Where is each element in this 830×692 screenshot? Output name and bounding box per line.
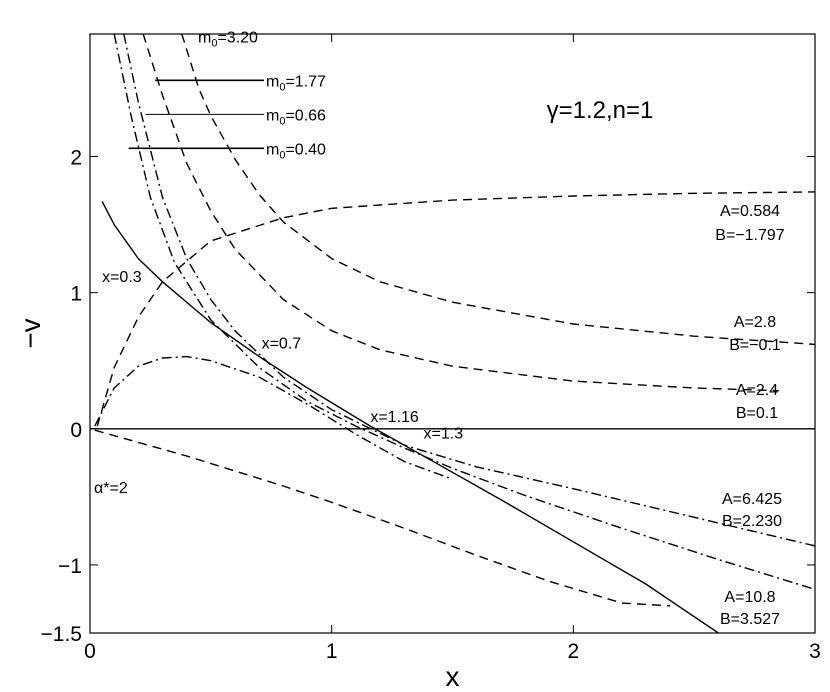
- point-label: x=0.3: [102, 269, 142, 286]
- point-label: x=1.3: [424, 425, 464, 442]
- mass-label: m0=3.20: [198, 30, 258, 50]
- series-label-a: A=2.8: [734, 314, 776, 331]
- series-label-b: B=0.1: [736, 405, 778, 422]
- series-label-a: A=0.584: [720, 203, 780, 220]
- mass-label: m0=0.40: [266, 141, 326, 161]
- y-axis-label: −v: [15, 318, 46, 348]
- alpha-label: α*=2: [94, 480, 128, 497]
- y-tick-label: 1: [70, 283, 82, 306]
- mass-label: m0=1.77: [266, 73, 326, 93]
- x-tick-label: 0: [84, 640, 96, 663]
- series-line-0: [96, 191, 815, 427]
- series-line-2: [142, 34, 779, 392]
- x-tick-label: 2: [567, 640, 579, 663]
- point-label: x=0.7: [262, 336, 302, 353]
- series-label-b: B=3.527: [720, 611, 780, 628]
- series-line-7: [101, 201, 719, 633]
- plot-frame: [89, 33, 816, 634]
- y-tick-label: 0: [70, 419, 82, 442]
- series-label-b: B=2.230: [722, 513, 782, 530]
- series-label-b: B=−0.1: [729, 337, 781, 354]
- series-label-a: A=2.4: [736, 382, 778, 399]
- x-tick-label: 1: [326, 640, 338, 663]
- series-label-a: A=6.425: [722, 491, 782, 508]
- series-line-1: [181, 34, 815, 346]
- series-line-4: [94, 429, 671, 607]
- y-tick-label: 2: [70, 147, 82, 170]
- x-axis-label: x: [446, 661, 460, 692]
- series-label-b: B=−1.797: [715, 227, 785, 244]
- point-label: x=1.16: [370, 409, 419, 426]
- x-tick-label: 3: [809, 640, 821, 663]
- series-line-3: [123, 34, 815, 547]
- series-label-a: A=10.8: [724, 589, 775, 606]
- y-tick-label: −1.5: [41, 623, 82, 646]
- series-group: [90, 34, 815, 633]
- y-tick-label: −1: [58, 555, 82, 578]
- series-line-5: [113, 34, 815, 591]
- series-line-6: [94, 355, 453, 480]
- chart-title: γ=1.2,n=1: [547, 97, 654, 124]
- mass-label: m0=0.66: [266, 107, 326, 127]
